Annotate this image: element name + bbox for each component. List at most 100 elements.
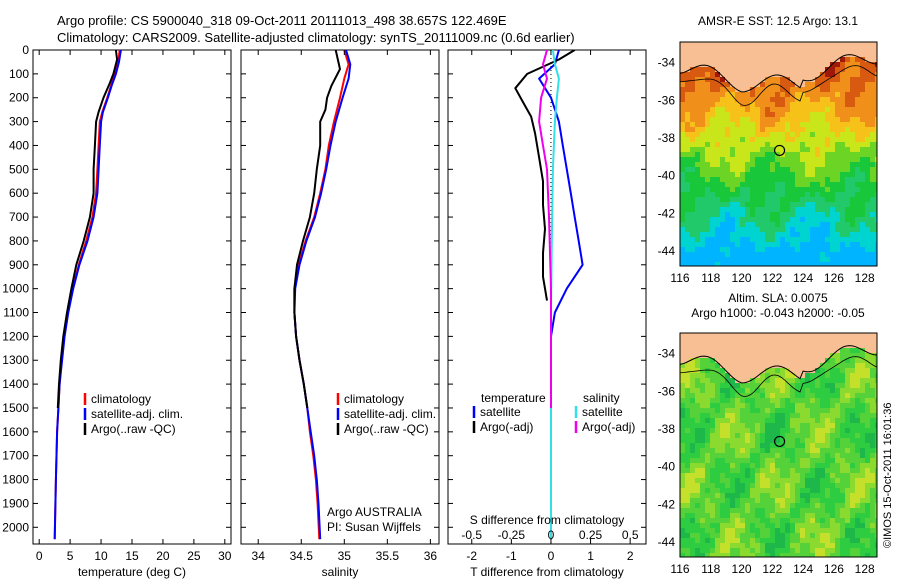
map-cell — [680, 478, 686, 484]
map-cell — [730, 82, 736, 88]
map-cell — [755, 147, 761, 153]
map-cell — [820, 448, 826, 454]
map-cell — [860, 157, 866, 163]
map-cell — [875, 413, 877, 419]
map-cell — [810, 433, 816, 439]
map-cell — [685, 142, 691, 148]
map-cell — [855, 398, 861, 404]
map-cell — [825, 132, 831, 138]
map-cell — [690, 257, 696, 263]
map-cell — [695, 217, 701, 223]
map-cell — [840, 252, 846, 258]
map-cell — [860, 172, 866, 178]
map-cell — [700, 47, 706, 53]
map-cell — [825, 162, 831, 168]
sst-map-frame — [679, 41, 878, 267]
map-cell — [775, 237, 781, 243]
map-cell — [820, 453, 826, 459]
map-cell — [875, 77, 877, 83]
map-cell — [775, 122, 781, 128]
y-tick-label: -42 — [658, 206, 676, 220]
map-cell — [730, 122, 736, 128]
map-cell — [705, 388, 711, 394]
map-cell — [805, 182, 811, 188]
map-cell — [710, 42, 716, 48]
map-cell — [790, 393, 796, 399]
map-cell — [875, 62, 877, 68]
map-cell — [745, 167, 751, 173]
map-cell — [840, 192, 846, 198]
map-cell — [805, 548, 811, 554]
map-cell — [680, 538, 686, 544]
map-cell — [810, 172, 816, 178]
sst-map-title: AMSR-E SST: 12.5 Argo: 13.1 — [698, 14, 858, 28]
map-cell — [810, 423, 816, 429]
map-cell — [750, 77, 756, 83]
map-cell — [810, 52, 816, 58]
map-cell — [795, 363, 801, 369]
map-cell — [720, 217, 726, 223]
map-cell — [810, 398, 816, 404]
map-cell — [750, 232, 756, 238]
map-cell — [805, 498, 811, 504]
legend-label: climatology — [91, 392, 151, 406]
map-cell — [830, 393, 836, 399]
map-cell — [760, 112, 766, 118]
map-cell — [815, 182, 821, 188]
map-cell — [825, 518, 831, 524]
map-cell — [700, 142, 706, 148]
map-cell — [800, 187, 806, 193]
map-cell — [840, 142, 846, 148]
map-cell — [860, 378, 866, 384]
map-cell — [845, 77, 851, 83]
map-cell — [875, 117, 877, 123]
map-cell — [835, 137, 841, 143]
map-cell — [685, 67, 691, 73]
map-cell — [855, 348, 861, 354]
map-cell — [780, 112, 786, 118]
map-cell — [795, 77, 801, 83]
map-cell — [790, 112, 796, 118]
map-cell — [740, 508, 746, 514]
map-cell — [755, 338, 761, 344]
map-cell — [850, 453, 856, 459]
map-cell — [810, 373, 816, 379]
map-cell — [860, 513, 866, 519]
map-cell — [785, 252, 791, 258]
map-cell — [875, 453, 877, 459]
map-cell — [785, 242, 791, 248]
map-cell — [865, 47, 871, 53]
map-cell — [870, 493, 876, 499]
map-cell — [840, 418, 846, 424]
map-cell — [740, 247, 746, 253]
map-cell — [705, 343, 711, 349]
map-cell — [815, 533, 821, 539]
map-cell — [790, 528, 796, 534]
map-cell — [835, 252, 841, 258]
map-cell — [730, 393, 736, 399]
map-cell — [695, 493, 701, 499]
map-cell — [845, 112, 851, 118]
map-cell — [735, 523, 741, 529]
map-cell — [685, 443, 691, 449]
map-cell — [850, 72, 856, 78]
map-cell — [715, 458, 721, 464]
map-cell — [730, 373, 736, 379]
map-cell — [720, 473, 726, 479]
map-cell — [725, 262, 731, 266]
map-cell — [810, 523, 816, 529]
map-cell — [785, 358, 791, 364]
map-cell — [770, 172, 776, 178]
map-cell — [845, 172, 851, 178]
map-cell — [765, 368, 771, 374]
map-cell — [870, 227, 876, 233]
map-cell — [695, 438, 701, 444]
map-cell — [780, 237, 786, 243]
map-cell — [730, 212, 736, 218]
map-cell — [785, 398, 791, 404]
map-cell — [740, 172, 746, 178]
map-cell — [705, 363, 711, 369]
map-cell — [695, 167, 701, 173]
map-cell — [730, 142, 736, 148]
map-cell — [715, 257, 721, 263]
